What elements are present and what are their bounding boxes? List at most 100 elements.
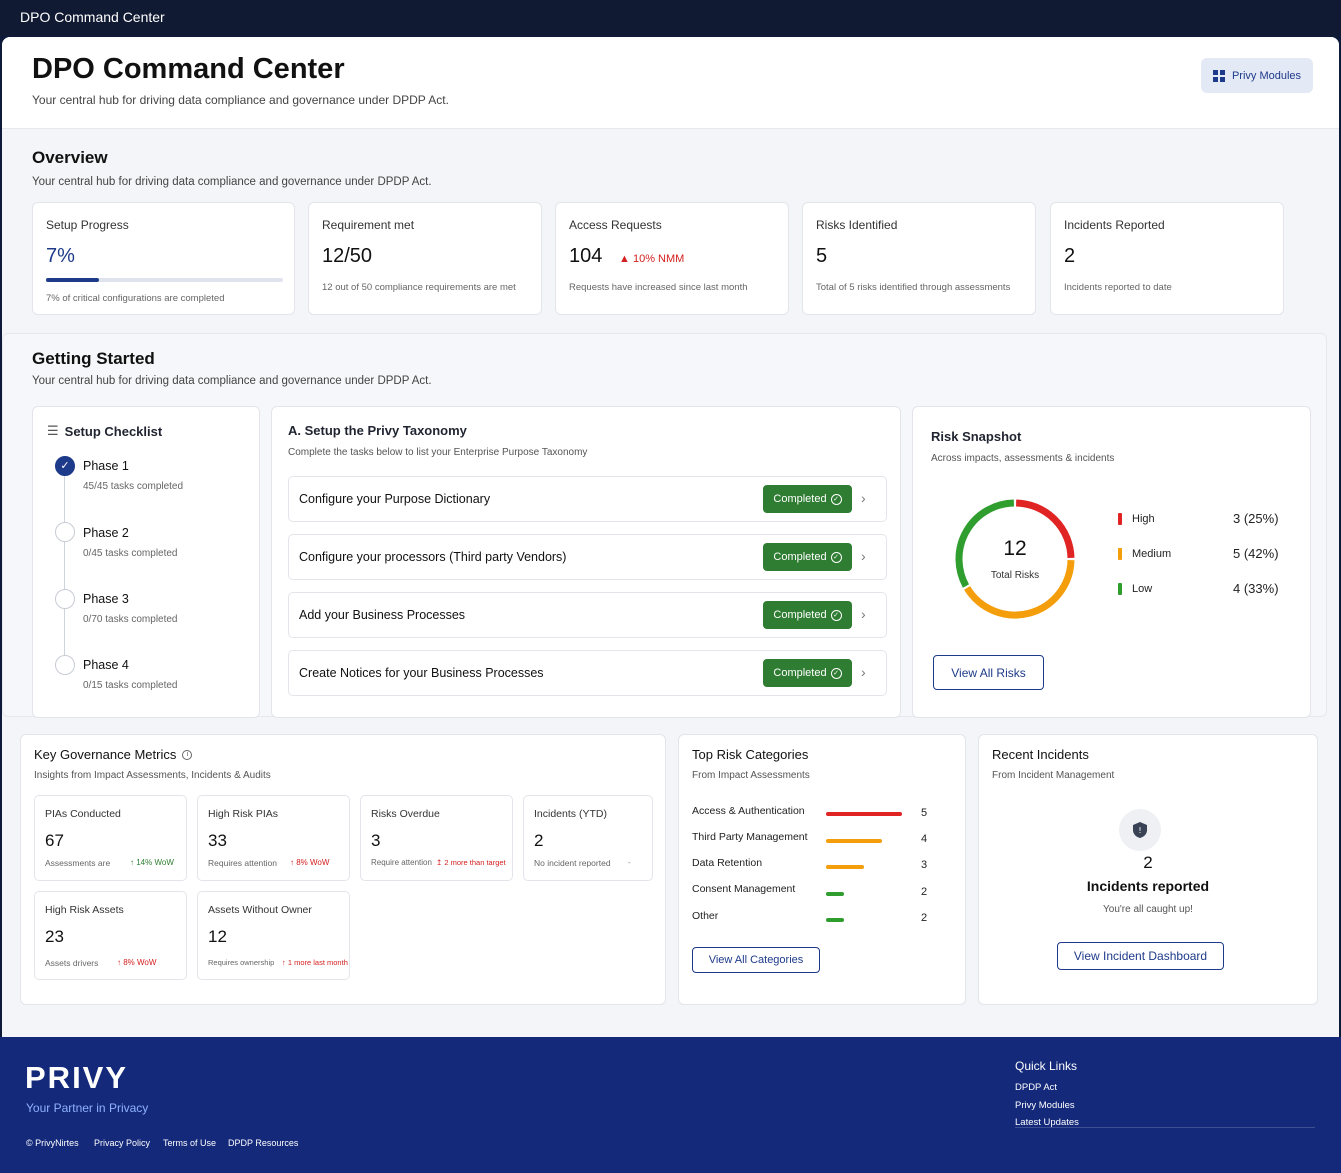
stat-value: 5	[816, 245, 828, 267]
category-name: Third Party Management	[692, 831, 808, 843]
quick-link-latest-updates[interactable]: Latest Updates	[1015, 1117, 1079, 1128]
quick-link-dpdp-act[interactable]: DPDP Act	[1015, 1082, 1058, 1093]
stat-value: 12/50	[322, 245, 373, 267]
phase-2-name[interactable]: Phase 2	[83, 526, 129, 540]
risk-snapshot-subtitle: Across impacts, assessments & incidents	[931, 453, 1115, 464]
view-all-risks-button[interactable]: View All Risks	[933, 655, 1044, 690]
footer-divider	[1015, 1127, 1315, 1128]
info-icon[interactable]: i	[182, 749, 193, 760]
footer-link-privacy-policy[interactable]: Privacy Policy	[94, 1138, 151, 1148]
stat-desc: 12 out of 50 compliance requirements are…	[322, 282, 516, 293]
legend-high-marker	[1118, 513, 1122, 525]
recent-incidents-subtitle: From Incident Management	[992, 770, 1115, 781]
grid-icon	[1212, 69, 1225, 82]
legend-high-value: 3 (25%)	[1233, 511, 1279, 526]
footer: PRIVY Your Partner in Privacy © PrivyNir…	[0, 1037, 1341, 1173]
completed-badge: Completed ✓	[763, 543, 852, 571]
metric-card: High Risk Assets 23 Assets drivers ↑ 8% …	[34, 891, 187, 980]
metric-desc: Requires ownership	[208, 958, 275, 967]
view-all-categories-button[interactable]: View All Categories	[692, 947, 820, 973]
task-name: Add your Business Processes	[299, 608, 466, 622]
metric-card: Incidents (YTD) 2 No incident reported -	[523, 795, 653, 881]
taxonomy-title: A. Setup the Privy Taxonomy	[288, 423, 467, 438]
chevron-right-icon[interactable]: ›	[861, 548, 866, 564]
quick-link-privy-modules[interactable]: Privy Modules	[1015, 1100, 1075, 1111]
page-subtitle: Your central hub for driving data compli…	[32, 93, 449, 107]
chevron-right-icon[interactable]: ›	[861, 606, 866, 622]
overview-title: Overview	[32, 148, 108, 167]
category-value: 4	[921, 833, 928, 845]
privy-logo: PRIVY	[25, 1060, 129, 1095]
category-bar	[826, 892, 844, 896]
task-row[interactable]: Configure your Purpose Dictionary Comple…	[288, 476, 887, 522]
footer-link-dpdp-resources[interactable]: DPDP Resources	[228, 1138, 299, 1148]
category-bar	[826, 839, 882, 843]
top-risk-title: Top Risk Categories	[692, 747, 809, 762]
privy-modules-label: Privy Modules	[1231, 69, 1302, 82]
metric-label: PIAs Conducted	[45, 808, 121, 820]
getting-started-section: Getting Started Your central hub for dri…	[2, 333, 1327, 718]
chevron-right-icon[interactable]: ›	[861, 490, 866, 506]
legend-low-value: 4 (33%)	[1233, 581, 1279, 596]
task-name: Configure your processors (Third party V…	[299, 550, 567, 564]
stat-value: 7%	[46, 245, 75, 267]
stat-value: 2	[1064, 245, 1076, 267]
total-risks-label: Total Risks	[990, 570, 1040, 581]
category-value: 2	[921, 886, 928, 898]
phase-connector	[64, 467, 65, 662]
legend-low-marker	[1118, 583, 1122, 595]
phase-4-name[interactable]: Phase 4	[83, 658, 129, 672]
footer-link-terms[interactable]: Terms of Use	[163, 1138, 217, 1148]
category-bar	[826, 865, 864, 869]
governance-metrics-card: Key Governance Metrics i Insights from I…	[20, 734, 666, 1005]
stat-card-access-requests: Access Requests 104 ▲ 10% NMM Requests h…	[555, 202, 789, 315]
risk-snapshot-title: Risk Snapshot	[931, 429, 1022, 444]
stat-card-setup-progress: Setup Progress 7% 7% of critical configu…	[32, 202, 295, 315]
metric-label: Incidents (YTD)	[534, 808, 607, 820]
privy-modules-button[interactable]: Privy Modules	[1201, 58, 1313, 93]
check-circle-icon: ✓	[830, 667, 842, 679]
stat-value: 104	[569, 245, 603, 267]
task-row[interactable]: Add your Business Processes Completed ✓ ›	[288, 592, 887, 638]
stat-label: Setup Progress	[46, 218, 129, 232]
metric-card: High Risk PIAs 33 Requires attention ↑ 8…	[197, 795, 350, 881]
metric-card: Risks Overdue 3 Require attention ↥ 2 mo…	[360, 795, 513, 881]
arrow-up-icon: ▲	[619, 253, 630, 265]
stat-desc: 7% of critical configurations are comple…	[46, 293, 225, 304]
risk-snapshot-card: Risk Snapshot Across impacts, assessment…	[912, 406, 1311, 718]
setup-checklist-title: Setup Checklist	[64, 423, 163, 439]
metric-value: 33	[208, 831, 227, 850]
list-icon: ☰	[47, 423, 59, 438]
phase-1-name[interactable]: Phase 1	[83, 459, 129, 473]
task-name: Create Notices for your Business Process…	[299, 666, 544, 680]
metric-trend: -	[628, 858, 631, 867]
category-value: 2	[921, 912, 928, 924]
category-name: Access & Authentication	[692, 805, 805, 817]
metric-label: High Risk PIAs	[208, 808, 279, 820]
metric-value: 67	[45, 831, 64, 850]
phase-1-sub: 45/45 tasks completed	[83, 481, 184, 492]
completed-badge: Completed ✓	[763, 659, 852, 687]
donut-slice-low	[955, 499, 1015, 588]
task-row[interactable]: Create Notices for your Business Process…	[288, 650, 887, 696]
task-row[interactable]: Configure your processors (Third party V…	[288, 534, 887, 580]
page-title: DPO Command Center	[32, 53, 345, 85]
total-risks-value: 12	[1003, 537, 1027, 560]
metric-trend: ↑ 1 more last month	[282, 958, 348, 967]
stat-desc: Incidents reported to date	[1064, 282, 1172, 293]
setup-progress-bar	[46, 278, 283, 282]
getting-started-title: Getting Started	[32, 349, 155, 368]
donut-slice-medium	[964, 560, 1075, 619]
trend-badge: ▲ 10% NMM	[619, 253, 685, 265]
donut-slice-high	[1015, 499, 1075, 559]
recent-incidents-title: Recent Incidents	[992, 747, 1089, 762]
chevron-right-icon[interactable]: ›	[861, 664, 866, 680]
metric-value: 12	[208, 927, 227, 946]
getting-started-subtitle: Your central hub for driving data compli…	[32, 375, 432, 387]
legend-high-label: High	[1132, 513, 1155, 525]
view-incident-dashboard-button[interactable]: View Incident Dashboard	[1057, 942, 1224, 970]
category-bar	[826, 918, 844, 922]
phase-3-name[interactable]: Phase 3	[83, 592, 129, 606]
metric-value: 23	[45, 927, 64, 946]
quick-links-title: Quick Links	[1015, 1059, 1078, 1073]
